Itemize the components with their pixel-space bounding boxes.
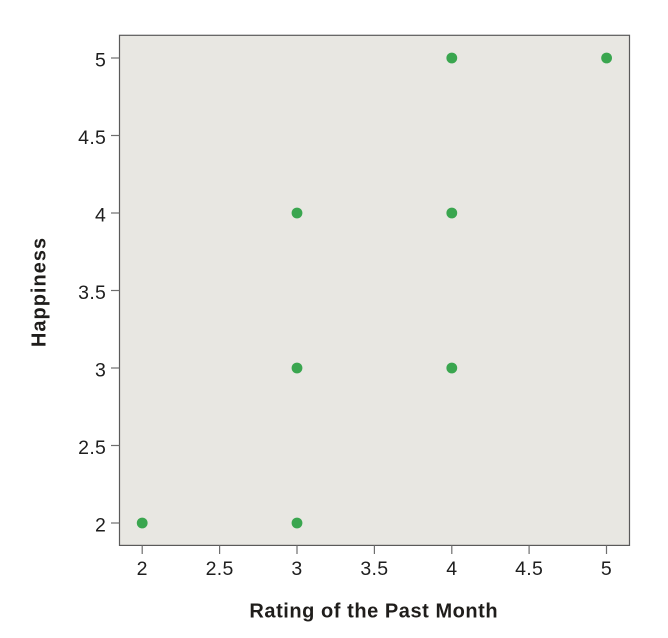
svg-text:3: 3: [95, 359, 106, 381]
svg-text:3: 3: [291, 558, 302, 580]
svg-text:4: 4: [446, 558, 457, 580]
svg-text:5: 5: [601, 558, 612, 580]
svg-text:4.5: 4.5: [78, 127, 106, 149]
svg-text:4.5: 4.5: [515, 558, 543, 580]
svg-text:5: 5: [95, 49, 106, 71]
svg-text:3.5: 3.5: [360, 558, 388, 580]
svg-text:2: 2: [137, 558, 148, 580]
svg-text:Rating of the Past Month: Rating of the Past Month: [249, 601, 498, 623]
svg-text:2: 2: [95, 514, 106, 536]
svg-text:2.5: 2.5: [78, 437, 106, 459]
svg-text:4: 4: [95, 204, 106, 226]
svg-text:Happiness: Happiness: [29, 237, 51, 347]
svg-text:2.5: 2.5: [206, 558, 234, 580]
svg-text:3.5: 3.5: [78, 282, 106, 304]
